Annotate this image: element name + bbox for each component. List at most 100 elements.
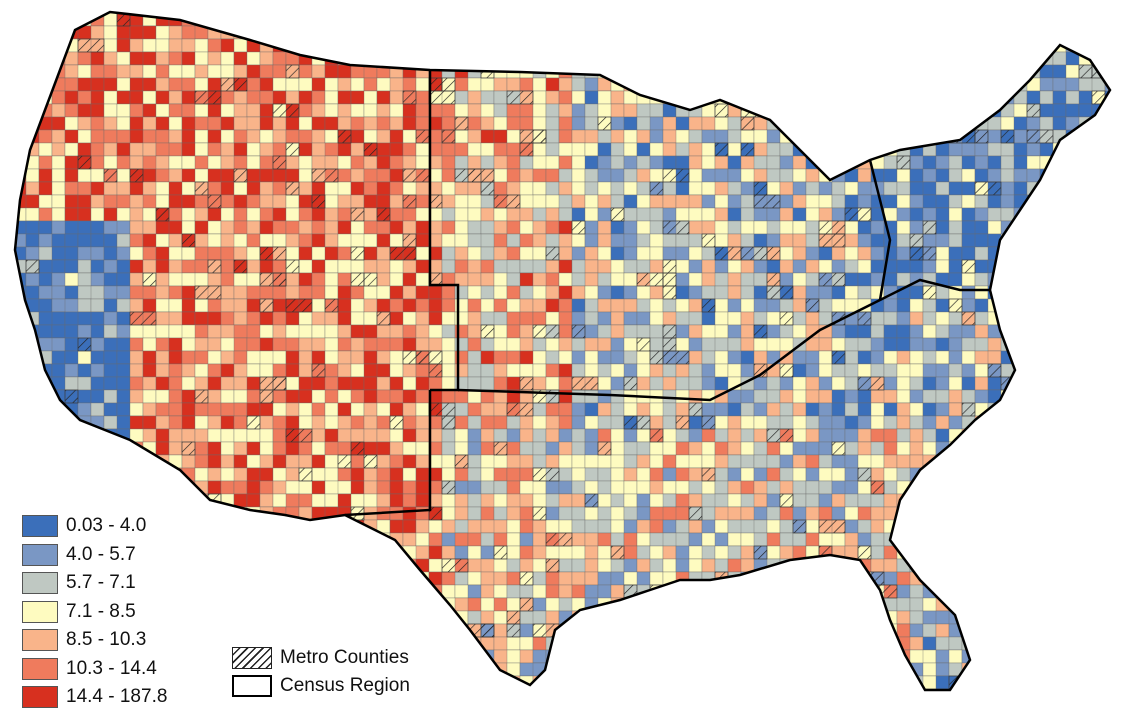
county-cell [649, 207, 664, 222]
county-cell [51, 181, 66, 196]
county-cell [480, 207, 495, 222]
county-cell [389, 142, 404, 157]
county-cell [207, 623, 222, 638]
county-cell [688, 532, 703, 547]
county-cell [376, 545, 391, 560]
county-cell [545, 688, 560, 690]
county-cell [246, 233, 261, 248]
county-cell [805, 90, 833, 105]
county-cell [337, 64, 352, 79]
metro-county-cell [1065, 298, 1080, 313]
county-cell [402, 376, 417, 391]
county-cell [558, 12, 573, 27]
county-cell [909, 493, 924, 508]
county-cell [168, 428, 183, 443]
county-cell [597, 90, 612, 105]
county-cell [831, 649, 859, 664]
county-cell [15, 90, 27, 105]
county-cell [1091, 233, 1106, 248]
county-cell [285, 337, 300, 352]
metro-county-cell [467, 168, 495, 183]
county-cell [1065, 571, 1080, 586]
county-cell [311, 415, 326, 430]
county-cell [15, 129, 27, 144]
county-cell [442, 702, 468, 708]
county-cell [402, 51, 417, 66]
county-cell [285, 311, 300, 326]
county-cell [142, 467, 170, 482]
county-cell [363, 155, 378, 170]
county-cell [415, 25, 443, 40]
county-cell [259, 207, 274, 222]
county-cell [701, 207, 716, 222]
county-cell [675, 25, 690, 40]
county-cell [519, 363, 534, 378]
county-cell [207, 519, 235, 534]
county-cell [844, 103, 872, 118]
county-cell [285, 246, 300, 261]
metro-county-cell [545, 246, 560, 261]
county-cell [51, 129, 66, 144]
county-cell [350, 402, 365, 417]
county-cell [974, 610, 989, 625]
county-cell [376, 103, 391, 118]
county-cell [1078, 441, 1093, 456]
county-cell [636, 467, 651, 482]
county-cell [233, 337, 248, 352]
county-cell [818, 467, 833, 482]
county-cell [675, 376, 690, 391]
county-cell [740, 233, 755, 248]
county-cell [1065, 298, 1080, 313]
county-cell [415, 181, 430, 196]
county-cell [337, 597, 352, 612]
metro-county-cell [402, 194, 417, 209]
county-cell [90, 220, 105, 235]
county-cell [818, 155, 833, 170]
county-cell [883, 64, 911, 79]
county-cell [623, 532, 638, 547]
county-cell [753, 12, 768, 14]
county-cell [415, 545, 430, 560]
county-cell [311, 558, 326, 573]
county-cell [1078, 12, 1093, 14]
county-cell [779, 610, 794, 625]
county-cell [922, 298, 937, 313]
county-cell [376, 25, 391, 40]
county-cell [402, 64, 417, 79]
county-cell [1065, 220, 1093, 235]
county-cell [1000, 558, 1015, 573]
county-cell [350, 324, 365, 339]
county-cell [311, 25, 339, 40]
county-cell [896, 389, 911, 404]
county-cell [896, 337, 911, 352]
county-cell [597, 662, 612, 677]
county-cell [636, 350, 651, 365]
county-cell [805, 64, 820, 79]
county-cell [857, 220, 872, 235]
county-cell [844, 467, 859, 482]
county-cell [675, 389, 690, 404]
county-cell [285, 38, 313, 53]
county-cell [597, 389, 612, 404]
county-cell [129, 142, 144, 157]
county-cell [1091, 51, 1106, 66]
county-cell [532, 90, 547, 105]
county-cell [1013, 116, 1028, 131]
county-cell [662, 363, 677, 378]
county-cell [662, 25, 677, 40]
county-cell [1104, 376, 1110, 391]
county-cell [1000, 571, 1015, 586]
county-cell [779, 584, 794, 599]
county-cell [935, 623, 950, 638]
county-cell [506, 233, 521, 248]
county-cell [649, 415, 664, 430]
county-cell [922, 402, 937, 417]
county-cell [584, 337, 599, 352]
county-cell [480, 376, 495, 391]
county-cell [558, 12, 573, 14]
county-cell [337, 350, 352, 365]
county-cell [559, 702, 572, 708]
county-cell [195, 702, 208, 708]
county-cell [441, 25, 456, 40]
county-cell [480, 272, 495, 287]
